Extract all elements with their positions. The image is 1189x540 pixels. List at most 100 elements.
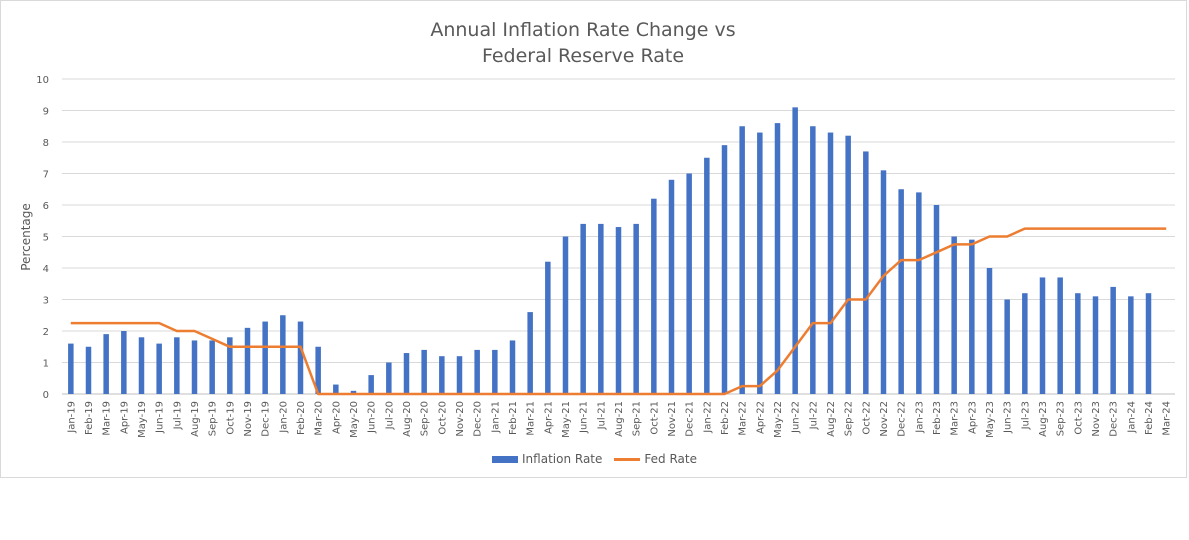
bar-jul-22 [810, 126, 816, 394]
bar-apr-22 [757, 132, 763, 395]
bar-dec-22 [898, 189, 904, 394]
x-tick-label-mar-19: Mar-19 [102, 401, 113, 436]
x-tick-label-apr-22: Apr-22 [755, 401, 766, 434]
x-tick-label-may-21: May-21 [561, 401, 572, 438]
x-tick-label-mar-23: Mar-23 [950, 401, 961, 436]
bar-jan-19 [68, 343, 74, 394]
bar-sep-23 [1057, 277, 1063, 394]
x-tick-label-jan-23: Jan-23 [914, 401, 925, 434]
bar-sep-19 [209, 340, 215, 394]
x-tick-label-nov-23: Nov-23 [1091, 401, 1102, 437]
legend-label-inflation: Inflation Rate [522, 452, 603, 466]
bar-jan-24 [1128, 296, 1134, 394]
bar-aug-19 [191, 340, 198, 394]
bar-jul-19 [174, 337, 180, 394]
bar-dec-20 [474, 349, 480, 394]
bar-oct-19 [227, 337, 233, 394]
bar-apr-23 [969, 239, 975, 394]
x-tick-label-feb-19: Feb-19 [84, 401, 95, 435]
x-tick-label-jun-23: Jun-23 [1003, 401, 1014, 434]
bar-mar-19 [103, 334, 109, 394]
bar-feb-19 [85, 346, 92, 394]
legend-item-fed-rate: Fed Rate [614, 452, 697, 466]
x-tick-label-sep-22: Sep-22 [844, 401, 855, 436]
fed-rate-line-group [70, 227, 1167, 396]
x-tick-label-aug-22: Aug-22 [826, 401, 837, 437]
bar-mar-20 [315, 346, 321, 394]
x-tick-label-oct-23: Oct-23 [1073, 401, 1084, 435]
y-tick-label-0: 0 [43, 390, 49, 401]
bar-nov-21 [668, 179, 675, 394]
x-tick-label-apr-19: Apr-19 [119, 401, 130, 434]
bar-jun-19 [156, 343, 162, 394]
chart-plot: 0 1 2 3 4 5 6 7 8 9 10 Jan-19 Feb-19 Mar-19 Apr-19 May… [19, 75, 1175, 438]
x-tick-label-oct-19: Oct-19 [225, 401, 236, 435]
x-tick-label-dec-20: Dec-20 [473, 401, 484, 437]
x-axis-ticks: Jan-19 Feb-19 Mar-19 Apr-19 May-19 Jun-19 Jul-… [66, 401, 1172, 438]
x-tick-label-jan-21: Jan-21 [490, 401, 501, 434]
bar-sep-22 [845, 135, 851, 394]
bar-aug-23 [1039, 277, 1046, 394]
x-tick-label-jun-22: Jun-22 [791, 401, 802, 434]
x-tick-label-apr-20: Apr-20 [331, 401, 342, 434]
x-tick-label-nov-22: Nov-22 [879, 401, 890, 437]
y-tick-label-2: 2 [43, 327, 49, 338]
legend-swatch-inflation [492, 455, 519, 463]
x-tick-label-sep-23: Sep-23 [1056, 401, 1067, 436]
y-tick-label-5: 5 [43, 233, 49, 244]
legend: Inflation Rate Fed Rate [0, 452, 1189, 466]
bar-aug-22 [827, 132, 834, 395]
bar-feb-23 [933, 205, 940, 394]
bar-mar-22 [739, 126, 745, 394]
bar-oct-21 [651, 198, 657, 394]
x-tick-label-jul-22: Jul-22 [808, 401, 819, 430]
x-tick-label-may-23: May-23 [985, 401, 996, 438]
x-tick-label-feb-21: Feb-21 [508, 401, 519, 435]
bar-dec-19 [262, 321, 268, 394]
x-tick-label-aug-20: Aug-20 [402, 401, 413, 437]
x-tick-label-jul-19: Jul-19 [172, 401, 183, 430]
x-tick-label-jun-21: Jun-21 [579, 401, 590, 434]
bar-jul-20 [386, 362, 392, 394]
bar-oct-23 [1075, 293, 1081, 394]
bar-dec-21 [686, 173, 692, 394]
x-tick-label-apr-23: Apr-23 [967, 401, 978, 434]
legend-swatch-fed-rate [614, 457, 641, 461]
x-tick-label-mar-22: Mar-22 [738, 401, 749, 436]
x-tick-label-apr-21: Apr-21 [543, 401, 554, 434]
bar-dec-23 [1110, 286, 1116, 394]
bar-jan-22 [704, 157, 710, 394]
bar-jun-22 [792, 107, 798, 394]
x-tick-label-dec-22: Dec-22 [897, 401, 908, 437]
x-tick-label-dec-19: Dec-19 [261, 401, 272, 437]
x-tick-label-may-19: May-19 [137, 401, 148, 438]
x-tick-label-jan-22: Jan-22 [702, 401, 713, 434]
bar-apr-21 [545, 261, 551, 394]
chart-title-line-2: Federal Reserve Rate [481, 45, 685, 67]
x-tick-label-oct-21: Oct-21 [649, 401, 660, 435]
x-tick-label-oct-22: Oct-22 [861, 401, 872, 435]
bar-mar-23 [951, 236, 957, 394]
bar-nov-22 [880, 170, 887, 394]
x-tick-label-nov-20: Nov-20 [455, 401, 466, 437]
bar-nov-19 [244, 327, 251, 394]
x-tick-label-sep-20: Sep-20 [420, 401, 431, 436]
bar-nov-20 [456, 356, 463, 394]
bar-may-22 [774, 123, 781, 394]
bar-may-23 [986, 268, 993, 394]
bar-feb-22 [721, 145, 728, 394]
x-tick-label-oct-20: Oct-20 [437, 401, 448, 435]
x-tick-label-jul-23: Jul-23 [1020, 401, 1031, 430]
bar-jul-21 [598, 223, 604, 394]
x-tick-label-aug-23: Aug-23 [1038, 401, 1049, 437]
x-tick-label-jun-20: Jun-20 [367, 401, 378, 434]
bar-jan-23 [916, 192, 922, 394]
x-tick-label-aug-19: Aug-19 [190, 401, 201, 437]
x-tick-label-sep-21: Sep-21 [632, 401, 643, 436]
x-tick-label-feb-24: Feb-24 [1144, 401, 1155, 435]
bar-jan-20 [280, 315, 286, 394]
x-tick-label-mar-24: Mar-24 [1162, 401, 1173, 436]
fed-rate-line [70, 227, 1167, 396]
x-tick-label-nov-19: Nov-19 [243, 401, 254, 437]
bar-sep-21 [633, 223, 639, 394]
